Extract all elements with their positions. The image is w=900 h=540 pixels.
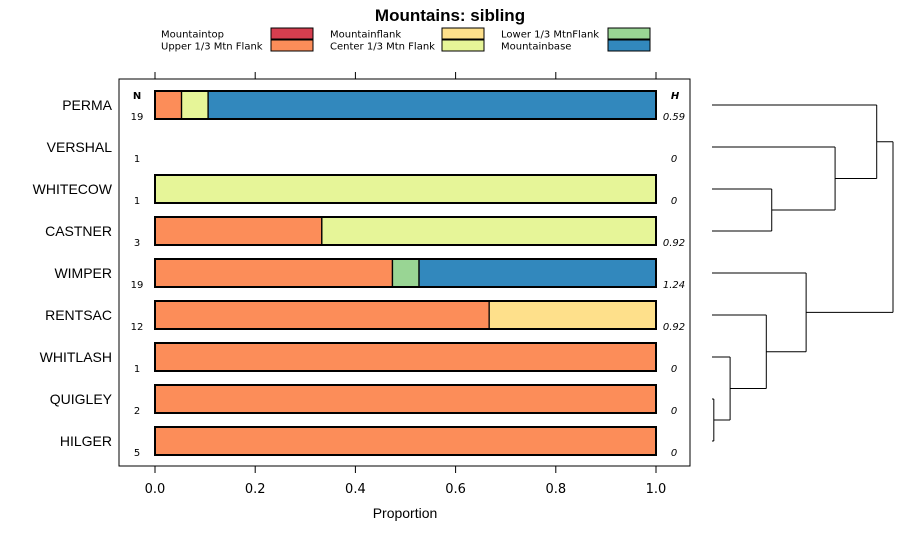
legend-swatch-center-1-3-mtn-flank bbox=[441, 39, 485, 52]
h-value-hilger: 0 bbox=[671, 448, 677, 459]
n-value-castner: 3 bbox=[134, 238, 140, 249]
bar-segment-whitecow-center-1-3-mtn-flank bbox=[154, 174, 657, 204]
legend-swatch-mountainflank bbox=[441, 27, 485, 40]
bar-segment-perma-center-1-3-mtn-flank bbox=[180, 90, 209, 120]
bar-outline-perma bbox=[154, 90, 657, 120]
legend-label-center-1-3-mtn-flank: Center 1/3 Mtn Flank bbox=[330, 42, 435, 53]
bar-segment-rentsac-upper-1-3-mtn-flank bbox=[154, 300, 490, 330]
bar-segment-rentsac-mountainflank bbox=[488, 300, 657, 330]
h-labels: 0.59 0 0 0.92 1.24 0.92 0 0 0 bbox=[663, 112, 685, 459]
legend-swatch-mountaintop bbox=[270, 27, 314, 40]
h-value-whitecow: 0 bbox=[671, 196, 677, 207]
legend-swatch-lower-1-3-mtnflank bbox=[607, 27, 651, 40]
bar-segment-perma-mountainbase bbox=[207, 90, 657, 120]
bar-outline-hilger bbox=[154, 426, 657, 456]
bar-outline-whitlash bbox=[154, 342, 657, 372]
category-label-hilger: HILGER bbox=[60, 433, 112, 449]
legend-label-upper-1-3-mtn-flank: Upper 1/3 Mtn Flank bbox=[161, 42, 263, 53]
x-axis-title: Proportion bbox=[373, 505, 438, 521]
n-value-perma: 19 bbox=[131, 112, 144, 123]
n-value-whitlash: 1 bbox=[134, 364, 140, 375]
h-value-wimper: 1.24 bbox=[663, 280, 685, 291]
bar-segment-castner-upper-1-3-mtn-flank bbox=[154, 216, 323, 246]
bar-segment-castner-center-1-3-mtn-flank bbox=[321, 216, 657, 246]
category-label-castner: CASTNER bbox=[45, 223, 112, 239]
x-tick-label-0-8: 0.8 bbox=[545, 482, 566, 497]
bar-segment-whitlash-upper-1-3-mtn-flank bbox=[154, 342, 657, 372]
category-label-whitlash: WHITLASH bbox=[40, 349, 112, 365]
n-value-vershal: 1 bbox=[134, 154, 140, 165]
legend-swatch-upper-1-3-mtn-flank bbox=[270, 39, 314, 52]
h-value-whitlash: 0 bbox=[671, 364, 677, 375]
bar-segment-wimper-lower-1-3-mtnflank bbox=[391, 258, 420, 288]
h-value-vershal: 0 bbox=[671, 154, 677, 165]
bar-segment-quigley-upper-1-3-mtn-flank bbox=[154, 384, 657, 414]
dendrogram bbox=[712, 104, 894, 442]
bar-segment-perma-upper-1-3-mtn-flank bbox=[154, 90, 183, 120]
category-label-rentsac: RENTSAC bbox=[45, 307, 112, 323]
x-tick-label-0-4: 0.4 bbox=[345, 482, 366, 497]
bar-segment-wimper-upper-1-3-mtn-flank bbox=[154, 258, 394, 288]
bars bbox=[154, 90, 657, 456]
plot-frame bbox=[118, 78, 691, 467]
bar-outline-castner bbox=[154, 216, 657, 246]
category-labels: PERMA VERSHAL WHITECOW CASTNER WIMPER RENTSAC… bbox=[33, 97, 113, 449]
x-axis: 0.0 0.2 0.4 0.6 0.8 1.0 bbox=[145, 72, 667, 497]
h-header: H bbox=[671, 91, 680, 102]
x-tick-label-0-2: 0.2 bbox=[245, 482, 266, 497]
n-value-quigley: 2 bbox=[134, 406, 140, 417]
h-value-castner: 0.92 bbox=[663, 238, 685, 249]
x-tick-label-0-6: 0.6 bbox=[445, 482, 466, 497]
bar-outline-whitecow bbox=[154, 174, 657, 204]
category-label-vershal: VERSHAL bbox=[47, 139, 113, 155]
bar-segment-wimper-mountainbase bbox=[418, 258, 657, 288]
legend-label-lower-1-3-mtnflank: Lower 1/3 MtnFlank bbox=[501, 30, 599, 41]
category-label-whitecow: WHITECOW bbox=[33, 181, 113, 197]
n-value-wimper: 19 bbox=[131, 280, 144, 291]
category-label-quigley: QUIGLEY bbox=[50, 391, 113, 407]
legend-label-mountaintop: Mountaintop bbox=[161, 30, 224, 41]
n-header: N bbox=[133, 91, 141, 102]
legend-label-mountainflank: Mountainflank bbox=[330, 30, 401, 41]
legend-swatch-mountainbase bbox=[607, 39, 651, 52]
bar-outline-rentsac bbox=[154, 300, 657, 330]
n-value-hilger: 5 bbox=[134, 448, 140, 459]
bar-outline-wimper bbox=[154, 258, 657, 288]
legend-label-mountainbase: Mountainbase bbox=[501, 42, 571, 53]
bar-outline-quigley bbox=[154, 384, 657, 414]
h-value-rentsac: 0.92 bbox=[663, 322, 685, 333]
h-value-quigley: 0 bbox=[671, 406, 677, 417]
x-tick-label-1-0: 1.0 bbox=[646, 482, 667, 497]
h-value-perma: 0.59 bbox=[663, 112, 685, 123]
n-value-rentsac: 12 bbox=[131, 322, 144, 333]
chart-title: Mountains: sibling bbox=[375, 6, 525, 25]
n-value-whitecow: 1 bbox=[134, 196, 140, 207]
category-label-perma: PERMA bbox=[62, 97, 112, 113]
bar-segment-hilger-upper-1-3-mtn-flank bbox=[154, 426, 657, 456]
category-label-wimper: WIMPER bbox=[54, 265, 112, 281]
x-tick-label-0-0: 0.0 bbox=[145, 482, 166, 497]
